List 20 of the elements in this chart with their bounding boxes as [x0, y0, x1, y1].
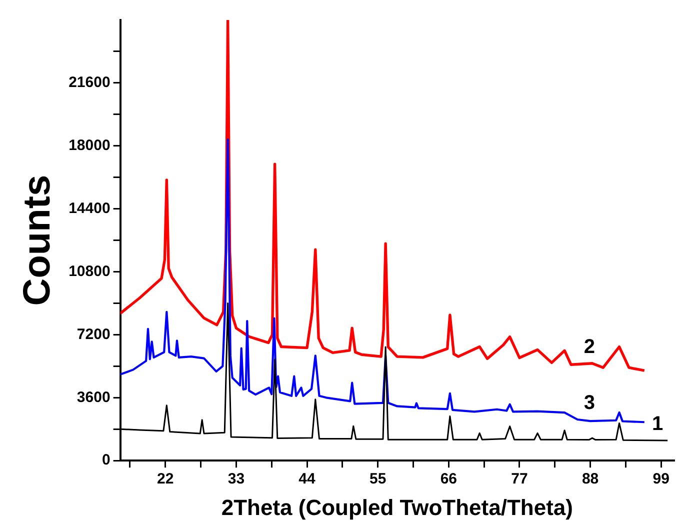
y-tick-label: 7200 — [76, 326, 110, 343]
y-tick-label: 18000 — [68, 137, 110, 154]
x-tick-label: 66 — [440, 470, 458, 488]
series-label: 2 — [584, 336, 595, 358]
x-tick-label: 88 — [582, 470, 599, 488]
y-tick-label: 21600 — [68, 74, 110, 92]
y-axis-title: Counts — [16, 174, 58, 306]
x-tick-label: 99 — [652, 470, 670, 488]
x-tick-label: 55 — [369, 470, 386, 488]
y-tick-label: 0 — [102, 452, 110, 469]
series-label: 3 — [584, 392, 595, 414]
series-label: 1 — [652, 413, 664, 436]
x-tick-label: 44 — [298, 470, 316, 488]
x-tick-label: 77 — [511, 470, 528, 488]
x-axis-title: 2Theta (Coupled TwoTheta/Theta) — [221, 494, 573, 520]
y-tick-label: 3600 — [76, 388, 110, 406]
y-tick-label: 14400 — [68, 200, 110, 217]
x-tick-label: 22 — [157, 470, 174, 488]
y-tick-label: 10800 — [68, 262, 110, 280]
x-tick-label: 33 — [228, 470, 245, 488]
